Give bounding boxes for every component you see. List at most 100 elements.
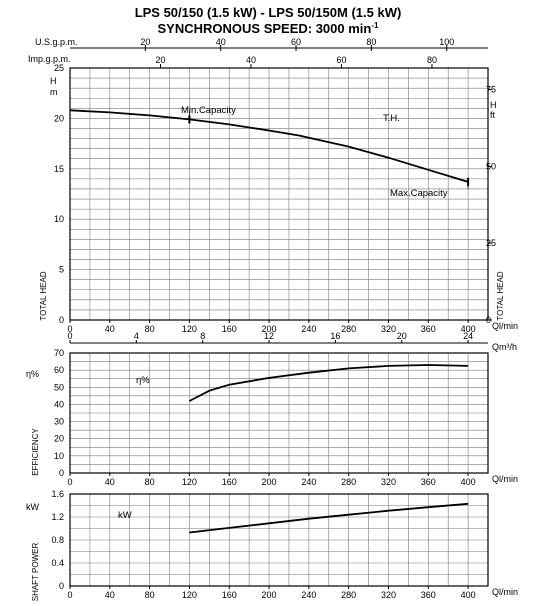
qm3h-tick-label: 16 bbox=[330, 331, 340, 341]
y-tick-label: 0 bbox=[59, 468, 64, 478]
y-axis-title-right: TOTAL HEAD bbox=[496, 271, 505, 320]
series-label-kw: kW bbox=[118, 510, 132, 521]
chart-title-line1: LPS 50/150 (1.5 kW) - LPS 50/150M (1.5 k… bbox=[135, 5, 402, 20]
x-tick-label: 160 bbox=[222, 477, 237, 487]
y-unit-label: kW bbox=[26, 502, 40, 512]
qm3h-tick-label: 12 bbox=[264, 331, 274, 341]
series-label-th: T.H. bbox=[383, 113, 400, 124]
series-label-eta: η% bbox=[136, 375, 150, 386]
imp-gpm-tick-label: 60 bbox=[336, 55, 346, 65]
y-axis-title-left: TOTAL HEAD bbox=[39, 271, 48, 320]
x-tick-label: 400 bbox=[461, 477, 476, 487]
y-tick-label: 0.4 bbox=[51, 558, 64, 568]
x-tick-label: 40 bbox=[105, 590, 115, 600]
us-gpm-tick-label: 40 bbox=[216, 37, 226, 47]
y-tick-label: 0.8 bbox=[51, 535, 64, 545]
x-tick-label: 360 bbox=[421, 590, 436, 600]
us-gpm-axis-label: U.S.g.p.m. bbox=[35, 37, 78, 47]
y-tick-label: 1.2 bbox=[51, 512, 64, 522]
x-tick-label: 40 bbox=[105, 324, 115, 334]
plot-frame bbox=[69, 493, 489, 587]
qm3h-tick-label: 0 bbox=[67, 331, 72, 341]
x-tick-label: 400 bbox=[461, 590, 476, 600]
x-tick-label: 320 bbox=[381, 324, 396, 334]
imp-gpm-tick-label: 80 bbox=[427, 55, 437, 65]
x-tick-label: 80 bbox=[145, 477, 155, 487]
y-tick-label: 10 bbox=[54, 214, 64, 224]
x-tick-label: 40 bbox=[105, 477, 115, 487]
y-tick-label: 25 bbox=[54, 63, 64, 73]
y-tick-label: 20 bbox=[54, 434, 64, 444]
us-gpm-tick-label: 20 bbox=[140, 37, 150, 47]
y-axis-title: SHAFT POWER bbox=[31, 543, 40, 602]
x-tick-label: 400 bbox=[461, 324, 476, 334]
x-tick-label: 320 bbox=[381, 590, 396, 600]
x-tick-label: 80 bbox=[145, 324, 155, 334]
x-tick-label: 240 bbox=[301, 324, 316, 334]
power-panel: 0 0.4 0.8 1.2 1.6 kW SHAFT POWER kW 0 40 80 120 160 2… bbox=[26, 489, 518, 601]
max-capacity-label: Max.Capacity bbox=[390, 188, 448, 199]
x-tick-label: 360 bbox=[421, 324, 436, 334]
y-tick-label: 60 bbox=[54, 365, 64, 375]
imp-gpm-tick-label: 40 bbox=[246, 55, 256, 65]
x-tick-label: 240 bbox=[301, 590, 316, 600]
x-tick-label: 200 bbox=[262, 477, 277, 487]
min-capacity-label: Min.Capacity bbox=[181, 105, 236, 116]
x-tick-label: 360 bbox=[421, 477, 436, 487]
shaft-power-curve bbox=[189, 502, 469, 534]
y-unit-label-right: ft bbox=[490, 110, 496, 120]
qm3h-axis-label: Qm³/h bbox=[492, 342, 517, 352]
x-tick-label: 80 bbox=[145, 590, 155, 600]
y-tick-label: 30 bbox=[54, 417, 64, 427]
y-right-tick-label: 75 bbox=[486, 85, 496, 95]
y-right-tick-label: 0 bbox=[486, 315, 491, 325]
y-axis-title: EFFICIENCY bbox=[31, 428, 40, 476]
x-axis-unit-label: Ql/min bbox=[492, 587, 518, 597]
x-tick-label: 280 bbox=[341, 590, 356, 600]
x-axis-unit-label: Ql/min bbox=[492, 474, 518, 484]
y-right-tick-label: 50 bbox=[486, 161, 496, 171]
y-tick-label: 40 bbox=[54, 399, 64, 409]
y-tick-label: 70 bbox=[54, 348, 64, 358]
y-tick-label: 15 bbox=[54, 164, 64, 174]
x-tick-label: 160 bbox=[222, 590, 237, 600]
y-unit-label-right: H bbox=[490, 100, 497, 110]
x-tick-label: 0 bbox=[67, 590, 72, 600]
y-tick-label: 1.6 bbox=[51, 489, 64, 499]
x-axis-unit-label: Ql/min bbox=[492, 321, 518, 331]
chart-title-line2: SYNCHRONOUS SPEED: 3000 min-1 bbox=[158, 21, 380, 36]
qm3h-tick-label: 20 bbox=[397, 331, 407, 341]
us-gpm-tick-label: 80 bbox=[366, 37, 376, 47]
y-unit-label: η% bbox=[26, 369, 39, 379]
x-tick-label: 160 bbox=[222, 324, 237, 334]
x-tick-label: 0 bbox=[67, 324, 72, 334]
y-tick-label: 0 bbox=[59, 315, 64, 325]
x-tick-label: 280 bbox=[341, 324, 356, 334]
x-tick-label: 0 bbox=[67, 477, 72, 487]
imp-gpm-tick-label: 20 bbox=[155, 55, 165, 65]
y-tick-label: 0 bbox=[59, 581, 64, 591]
x-tick-label: 200 bbox=[262, 324, 277, 334]
qm3h-tick-label: 4 bbox=[134, 331, 139, 341]
chart-title-speed: SYNCHRONOUS SPEED: 3000 min bbox=[158, 21, 372, 36]
x-tick-label: 120 bbox=[182, 477, 197, 487]
y-unit-label-left: m bbox=[50, 87, 58, 97]
y-tick-label: 10 bbox=[54, 451, 64, 461]
imp-gpm-axis-label: Imp.g.p.m. bbox=[28, 54, 71, 64]
y-right-tick-label: 25 bbox=[486, 238, 496, 248]
efficiency-panel: 0 10 20 30 40 50 60 70 η% EFFICIENCY η% 0 40 80 120 160… bbox=[26, 348, 518, 487]
y-tick-label: 5 bbox=[59, 265, 64, 275]
y-unit-label-left: H bbox=[50, 76, 57, 86]
x-tick-label: 120 bbox=[182, 324, 197, 334]
x-tick-label: 200 bbox=[262, 590, 277, 600]
x-tick-label: 120 bbox=[182, 590, 197, 600]
qm3h-tick-label: 8 bbox=[200, 331, 205, 341]
qm3h-tick-label: 24 bbox=[463, 331, 473, 341]
efficiency-curve bbox=[188, 364, 469, 402]
total-head-curve bbox=[69, 109, 469, 183]
plot-frame bbox=[69, 67, 489, 321]
us-gpm-tick-label: 60 bbox=[291, 37, 301, 47]
x-tick-label: 240 bbox=[301, 477, 316, 487]
